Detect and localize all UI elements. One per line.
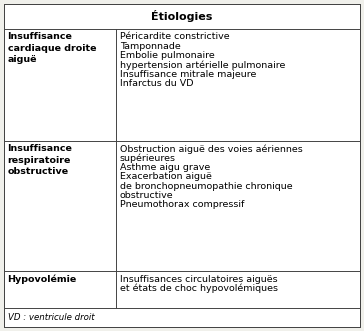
Text: Obstruction aiguë des voies aériennes: Obstruction aiguë des voies aériennes (120, 144, 302, 154)
Text: Embolie pulmonaire: Embolie pulmonaire (120, 51, 214, 60)
Text: Insuffisance
respiratoire
obstructive: Insuffisance respiratoire obstructive (8, 144, 72, 176)
Text: Insuffisance mitrale majeure: Insuffisance mitrale majeure (120, 70, 256, 79)
Text: Péricardite constrictive: Péricardite constrictive (120, 32, 229, 41)
Text: supérieures: supérieures (120, 154, 176, 163)
Text: Étiologies: Étiologies (151, 11, 213, 23)
Text: Insuffisance
cardiaque droite
aiguë: Insuffisance cardiaque droite aiguë (8, 32, 96, 64)
Text: Pneumothorax compressif: Pneumothorax compressif (120, 201, 244, 210)
Text: VD : ventricule droit: VD : ventricule droit (8, 313, 95, 322)
Text: Exacerbation aiguë: Exacerbation aiguë (120, 172, 211, 181)
Text: Asthme aigu grave: Asthme aigu grave (120, 163, 210, 172)
Text: de bronchopneumopathie chronique: de bronchopneumopathie chronique (120, 182, 292, 191)
Text: Insuffisances circulatoires aiguës: Insuffisances circulatoires aiguës (120, 274, 277, 284)
Text: hypertension artérielle pulmonaire: hypertension artérielle pulmonaire (120, 61, 285, 70)
Text: Infarctus du VD: Infarctus du VD (120, 79, 193, 88)
Text: et états de choc hypovolémiques: et états de choc hypovolémiques (120, 284, 278, 293)
Text: Hypovolémie: Hypovolémie (8, 274, 77, 284)
Text: Tamponnade: Tamponnade (120, 42, 181, 51)
Text: obstructive: obstructive (120, 191, 173, 200)
